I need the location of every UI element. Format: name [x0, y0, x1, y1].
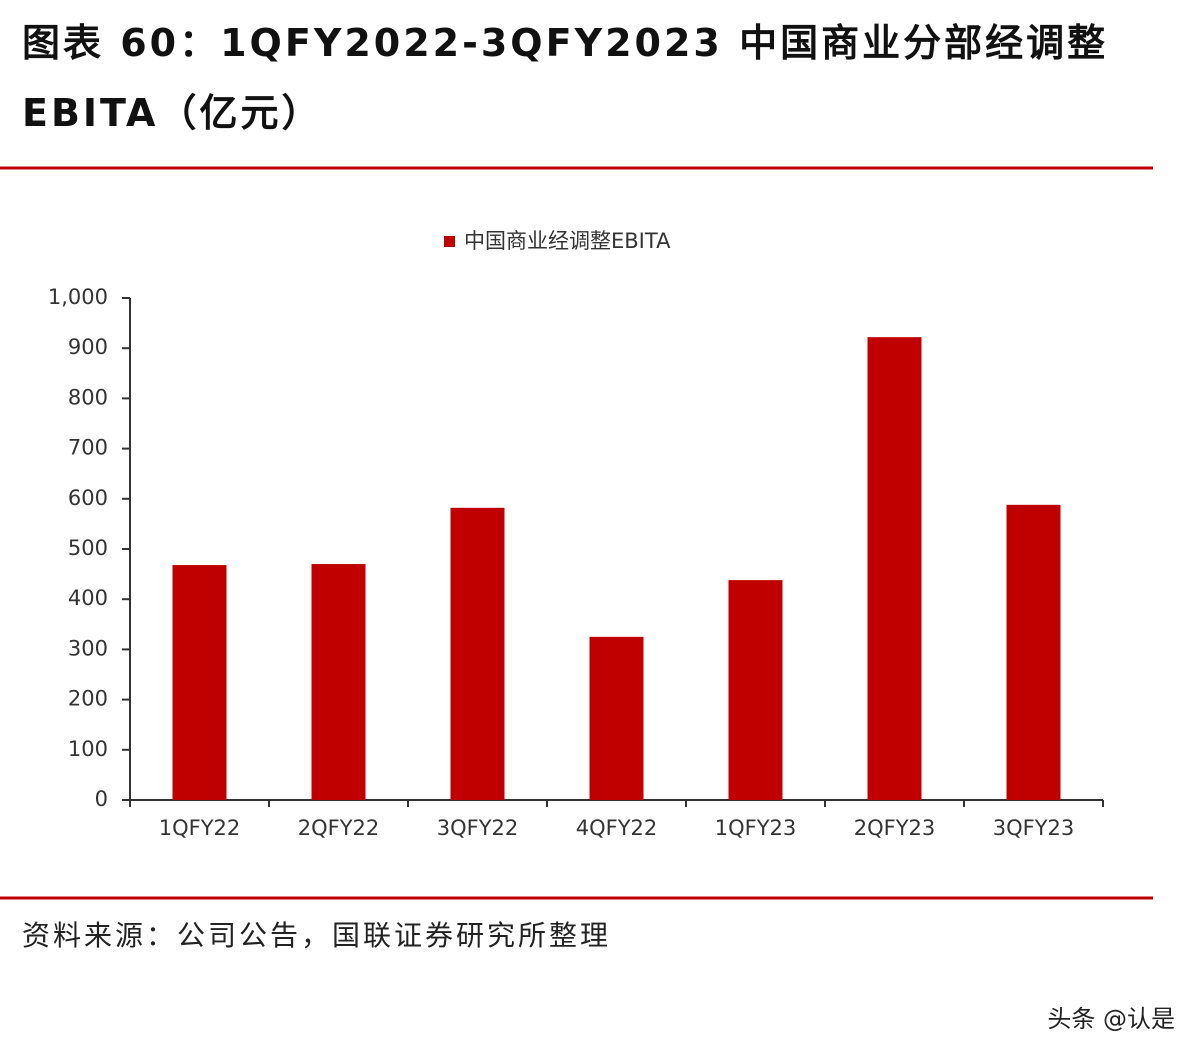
- bar: [867, 337, 922, 800]
- y-tick-label: 900: [68, 335, 108, 359]
- y-tick-label: 600: [68, 486, 108, 510]
- y-tick-label: 1,000: [48, 285, 108, 309]
- x-tick-label: 1QFY23: [715, 816, 797, 840]
- y-tick-label: 0: [95, 787, 108, 811]
- y-tick-label: 400: [68, 586, 108, 610]
- bar: [450, 507, 505, 800]
- x-tick-label: 2QFY23: [854, 816, 936, 840]
- bar: [1006, 504, 1061, 800]
- y-tick-label: 100: [68, 737, 108, 761]
- y-tick-label: 500: [68, 536, 108, 560]
- y-tick-label: 800: [68, 385, 108, 409]
- bar: [172, 565, 227, 800]
- bar: [728, 580, 783, 800]
- watermark: 头条 @认是: [1047, 1005, 1175, 1033]
- x-tick-label: 1QFY22: [159, 816, 241, 840]
- x-tick-label: 3QFY22: [437, 816, 519, 840]
- x-tick-label: 3QFY23: [993, 816, 1075, 840]
- title: 图表 60：1QFY2022-3QFY2023 中国商业分部经调整EBITA（亿…: [22, 21, 1109, 135]
- x-tick-label: 4QFY22: [576, 816, 658, 840]
- bar: [311, 564, 366, 800]
- y-tick-label: 200: [68, 687, 108, 711]
- y-tick-label: 300: [68, 636, 108, 660]
- legend-label: 中国商业经调整EBITA: [464, 229, 671, 253]
- y-tick-label: 700: [68, 436, 108, 460]
- x-tick-label: 2QFY22: [298, 816, 380, 840]
- source: 资料来源：公司公告，国联证券研究所整理: [22, 919, 611, 952]
- legend-swatch: [444, 236, 455, 247]
- bar: [589, 636, 644, 800]
